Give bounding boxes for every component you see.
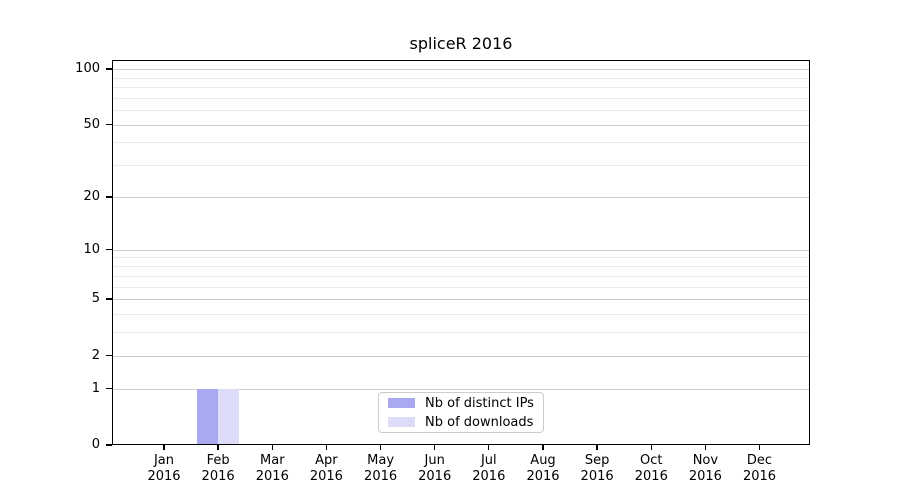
- gridline-minor-80: [112, 87, 810, 88]
- x-tick-mark-dec: [758, 445, 761, 450]
- legend: Nb of distinct IPs Nb of downloads: [378, 392, 544, 433]
- x-tick-label-aug: Aug 2016: [526, 453, 560, 484]
- gridline-major-50: [112, 124, 810, 126]
- y-tick-label-10: 10: [83, 241, 100, 257]
- y-tick-mark-0: [106, 444, 112, 446]
- y-tick-mark-50: [106, 124, 112, 126]
- x-tick-label-mar: Mar 2016: [255, 453, 289, 484]
- x-tick-mark-jul: [488, 445, 490, 450]
- x-tick-mark-nov: [704, 445, 707, 450]
- gridline-minor-6: [112, 286, 810, 288]
- gridline-major-1: [112, 388, 810, 390]
- x-tick-mark-apr: [325, 445, 328, 450]
- x-tick-mark-oct: [650, 445, 652, 450]
- y-tick-mark-2: [106, 354, 112, 357]
- legend-label-distinct-ips: Nb of distinct IPs: [425, 395, 534, 411]
- legend-entry-downloads: Nb of downloads: [387, 415, 535, 430]
- gridline-minor-8: [112, 266, 810, 267]
- y-tick-label-0: 0: [91, 437, 100, 452]
- x-tick-label-apr: Apr 2016: [309, 453, 343, 484]
- legend-swatch-distinct-ips-icon: [388, 398, 415, 408]
- x-tick-label-oct: Oct 2016: [634, 453, 668, 484]
- y-tick-label-100: 100: [75, 61, 100, 76]
- gridline-major-20: [112, 197, 810, 198]
- y-tick-label-50: 50: [83, 116, 100, 132]
- x-tick-mark-jan: [163, 445, 165, 450]
- x-tick-mark-feb: [217, 445, 219, 450]
- chart-title: spliceR 2016: [409, 34, 513, 53]
- x-tick-label-jan: Jan 2016: [147, 453, 181, 484]
- gridline-major-10: [112, 249, 810, 251]
- gridline-minor-70: [112, 97, 810, 99]
- x-tick-label-may: May 2016: [364, 453, 398, 484]
- x-tick-mark-mar: [271, 445, 273, 450]
- x-tick-label-nov: Nov 2016: [688, 453, 722, 484]
- x-tick-mark-aug: [542, 445, 544, 450]
- y-tick-label-5: 5: [91, 291, 100, 306]
- x-tick-mark-sep: [596, 445, 598, 450]
- bar-distinct-ips-feb: [196, 388, 219, 445]
- x-tick-label-sep: Sep 2016: [580, 453, 614, 484]
- legend-swatch-downloads-icon: [388, 417, 415, 427]
- y-tick-mark-5: [106, 298, 112, 300]
- gridline-major-100: [112, 69, 810, 70]
- bar-downloads-feb: [218, 388, 240, 445]
- y-tick-label-20: 20: [83, 189, 100, 204]
- x-tick-label-jun: Jun 2016: [418, 453, 452, 484]
- x-tick-label-jul: Jul 2016: [472, 453, 506, 484]
- x-tick-label-dec: Dec 2016: [742, 453, 777, 484]
- y-tick-label-2: 2: [91, 347, 100, 363]
- gridline-minor-4: [112, 313, 810, 315]
- gridline-minor-60: [112, 110, 810, 112]
- y-tick-mark-10: [106, 248, 112, 251]
- y-tick-mark-1: [106, 387, 112, 390]
- gridline-minor-40: [112, 142, 810, 144]
- gridline-minor-90: [112, 77, 810, 79]
- x-tick-label-feb: Feb 2016: [201, 453, 235, 484]
- gridline-minor-30: [112, 165, 810, 167]
- y-tick-mark-20: [106, 196, 112, 198]
- gridline-minor-7: [112, 275, 810, 277]
- gridline-minor-9: [112, 257, 810, 259]
- y-tick-mark-100: [106, 68, 112, 70]
- plot-area: [112, 60, 810, 445]
- gridline-major-5: [112, 299, 810, 300]
- gridline-major-2: [112, 355, 810, 357]
- y-tick-label-1: 1: [91, 380, 100, 396]
- legend-entry-distinct-ips: Nb of distinct IPs: [387, 396, 535, 411]
- x-tick-mark-jun: [434, 445, 436, 450]
- legend-label-downloads: Nb of downloads: [425, 414, 534, 430]
- gridline-minor-3: [112, 332, 810, 334]
- x-tick-mark-may: [379, 445, 382, 450]
